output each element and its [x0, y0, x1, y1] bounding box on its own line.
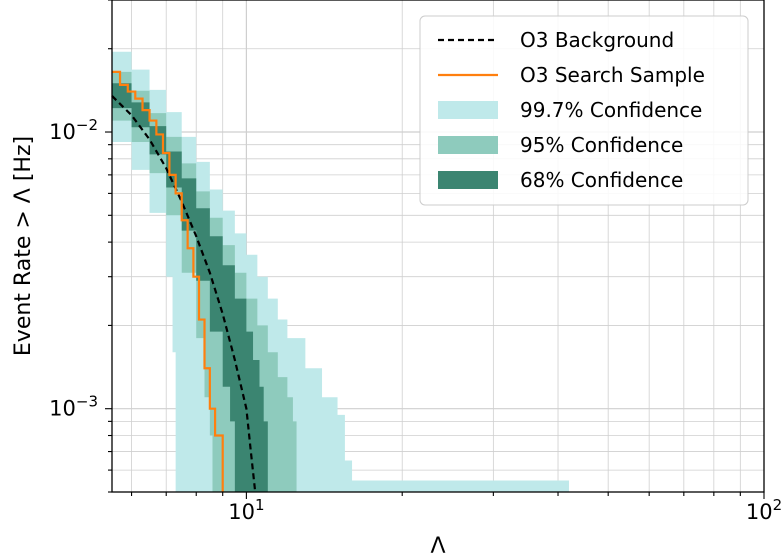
legend: O3 Background O3 Search Sample 99.7% Confi… — [419, 15, 749, 206]
x-tick-label: 101 — [228, 496, 264, 524]
legend-swatch — [438, 101, 498, 119]
legend-box — [419, 15, 749, 206]
plot-frame — [111, 0, 765, 493]
legend-label: 99.7% Confidence — [520, 98, 702, 122]
legend-swatch — [438, 171, 498, 189]
legend-label: 95% Confidence — [520, 133, 683, 157]
y-tick-label: 10−2 — [49, 116, 98, 144]
legend-label: 68% Confidence — [520, 168, 683, 192]
series-o3-background — [111, 95, 257, 493]
confidence-bands — [112, 51, 569, 493]
legend-label: O3 Background — [520, 28, 674, 52]
y-tick-label: 10−3 — [49, 393, 98, 421]
series-o3-search-sample — [112, 70, 224, 492]
legend-swatch — [438, 136, 498, 154]
x-tick-label: 102 — [746, 496, 782, 524]
series — [111, 70, 257, 493]
legend-label: O3 Search Sample — [520, 63, 705, 87]
x-axis-label: Λ — [430, 534, 445, 559]
band-68-confidence — [112, 83, 268, 493]
y-axis-label: Event Rate > Λ [Hz] — [11, 136, 36, 356]
axis-ticks: 101 102 10−2 10−3 — [49, 0, 782, 524]
